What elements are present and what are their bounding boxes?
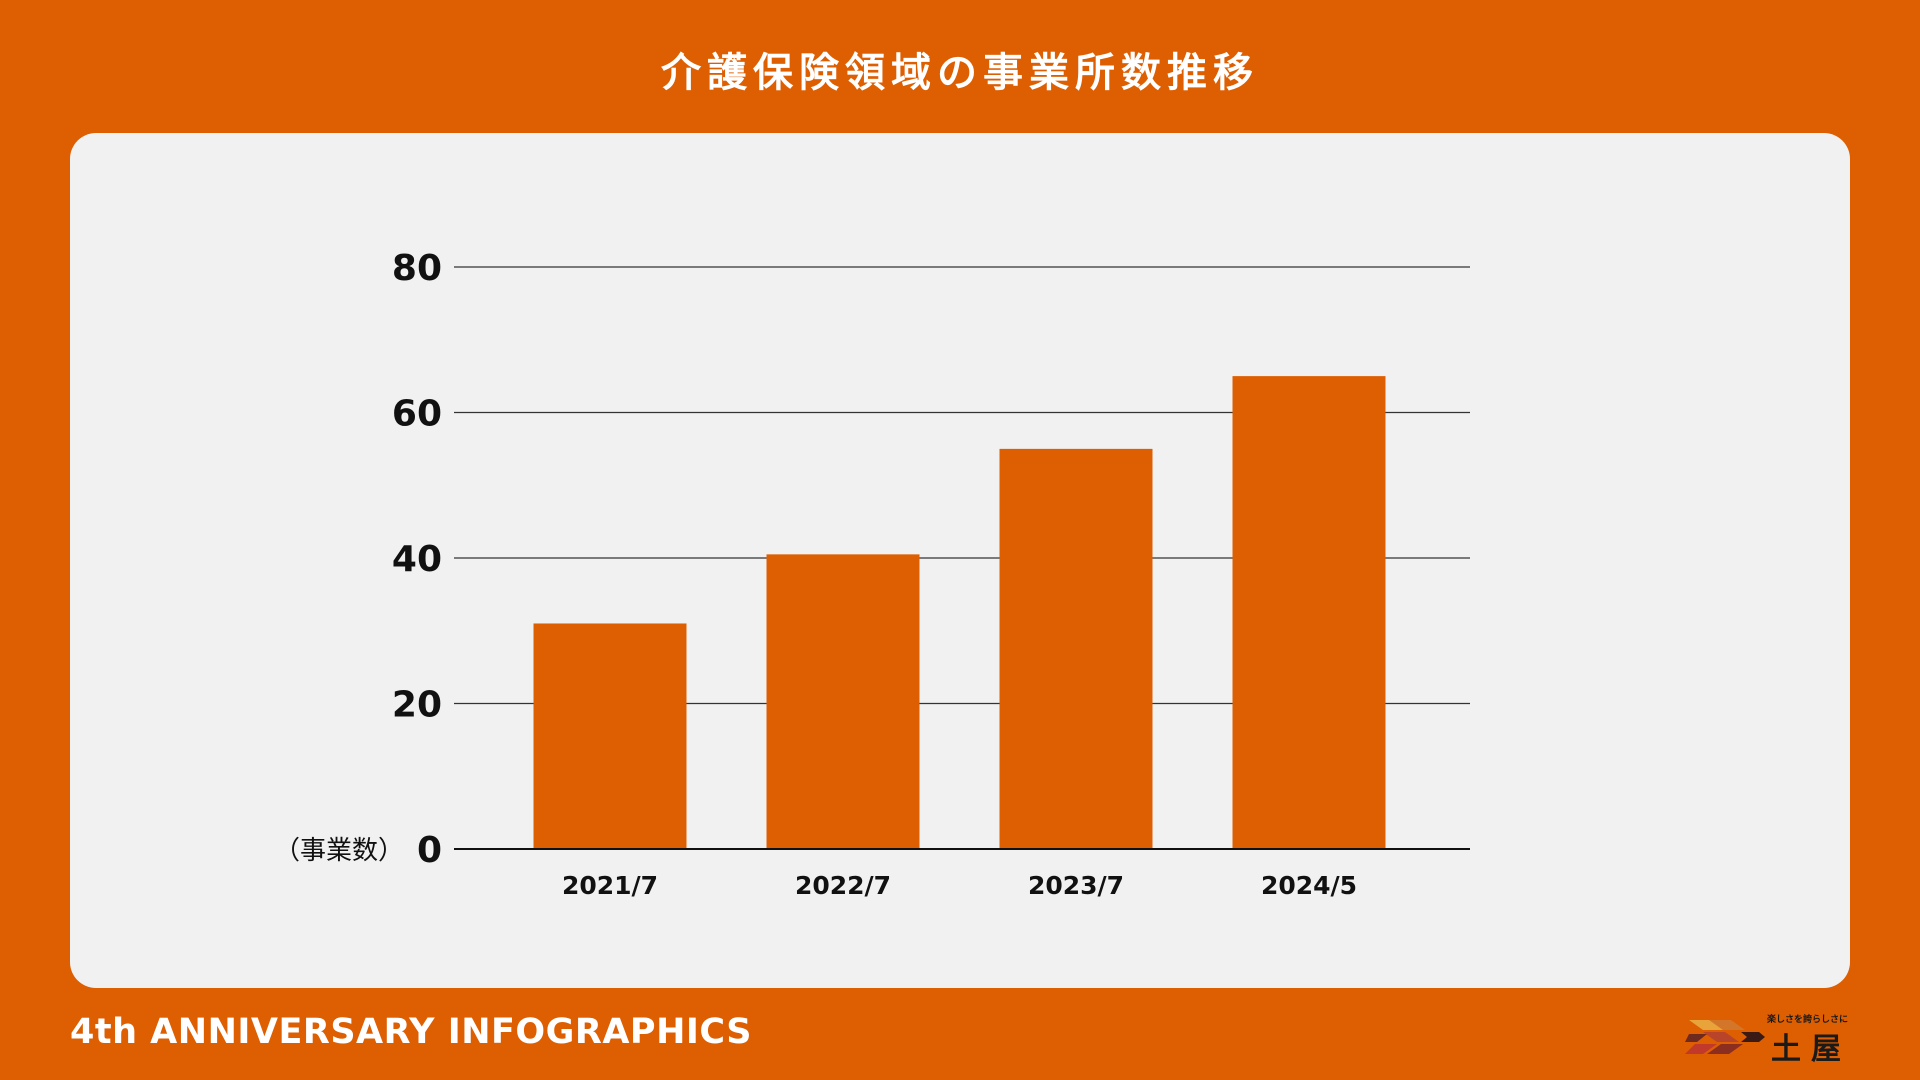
x-axis-tick-labels: 2021/7 2022/7 2023/7 2024/5 [562, 871, 1357, 900]
logo-tagline: 楽しさを誇らしさに [1767, 1015, 1849, 1025]
bars [533, 376, 1386, 849]
bar-chart: 0 20 40 60 80 2021/7 2022/7 2023/7 2024/5 （事業数） [274, 248, 1470, 900]
bar-2022/7 [766, 554, 920, 849]
brand-logo: 楽しさを誇らしさに 土屋 [1685, 1008, 1855, 1068]
x-tick-label-2023/7: 2023/7 [1028, 871, 1124, 900]
bar-2021/7 [533, 623, 687, 849]
bar-2024/5 [1232, 376, 1386, 849]
logo-mark-icon [1685, 1020, 1765, 1054]
x-tick-label-2024/5: 2024/5 [1261, 871, 1357, 900]
bar-2023/7 [999, 448, 1153, 849]
y-tick-label-0: 0 [417, 830, 442, 871]
x-tick-label-2021/7: 2021/7 [562, 871, 658, 900]
page-title: 介護保険領域の事業所数推移 [661, 49, 1259, 96]
y-axis-unit-label: （事業数） [274, 836, 404, 866]
y-tick-label-80: 80 [392, 248, 442, 289]
y-tick-label-40: 40 [392, 539, 442, 580]
logo-name: 土屋 [1771, 1032, 1851, 1067]
y-tick-label-20: 20 [392, 685, 442, 726]
footer-anniversary-text: 4th ANNIVERSARY INFOGRAPHICS [70, 1012, 752, 1052]
y-tick-label-60: 60 [392, 394, 442, 435]
chart-panel: 0 20 40 60 80 2021/7 2022/7 2023/7 2024/5 （事業数） [70, 133, 1850, 988]
x-tick-label-2022/7: 2022/7 [795, 871, 891, 900]
y-axis-tick-labels: 0 20 40 60 80 [392, 248, 442, 871]
